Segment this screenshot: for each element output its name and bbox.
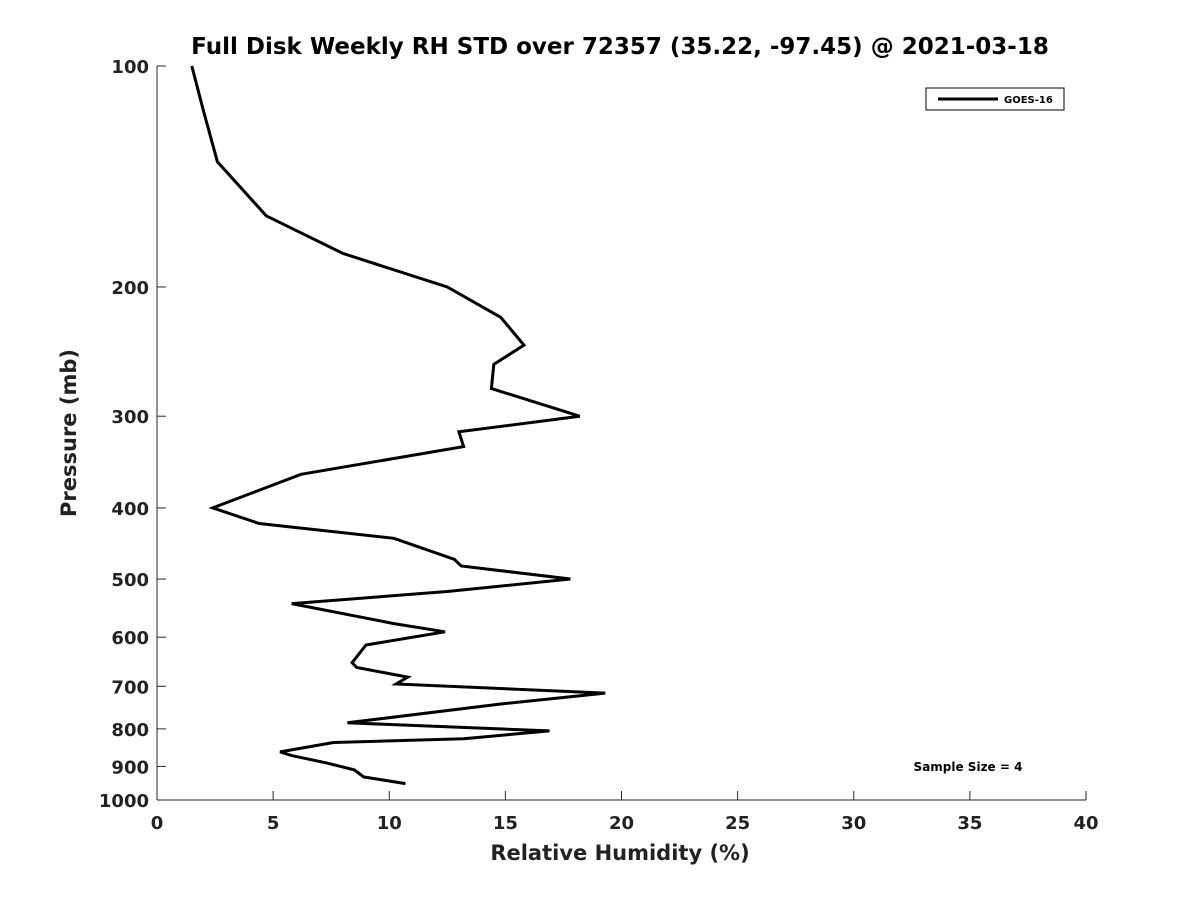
x-tick-label: 0 bbox=[151, 813, 164, 834]
y-tick-label: 800 bbox=[111, 720, 149, 741]
y-tick-label: 400 bbox=[111, 499, 149, 520]
y-tick-label: 500 bbox=[111, 570, 149, 591]
x-tick-label: 10 bbox=[377, 813, 402, 834]
y-tick-label: 200 bbox=[111, 278, 149, 299]
sample-size-annotation: Sample Size = 4 bbox=[914, 760, 1023, 774]
plot-area bbox=[156, 66, 1086, 801]
series-line-goes16 bbox=[190, 65, 606, 786]
y-tick-label: 100 bbox=[111, 57, 149, 78]
x-tick-label: 20 bbox=[609, 813, 634, 834]
legend-entry-goes16: GOES-16 bbox=[1004, 95, 1053, 106]
y-tick-label: 600 bbox=[111, 628, 149, 649]
y-axis-ticks: 100 200 300 400 500 600 700 800 900 1000 bbox=[99, 57, 166, 812]
y-tick-label: 700 bbox=[111, 677, 149, 698]
chart-title: Full Disk Weekly RH STD over 72357 (35.2… bbox=[191, 34, 1049, 60]
y-tick-label: 300 bbox=[111, 407, 149, 428]
legend: GOES-16 bbox=[925, 87, 1065, 111]
y-tick-label: 1000 bbox=[99, 791, 149, 812]
x-axis-ticks: 0 5 10 15 20 25 30 35 40 bbox=[151, 791, 1099, 834]
x-tick-label: 35 bbox=[957, 813, 982, 834]
y-axis-label: Pressure (mb) bbox=[57, 349, 81, 517]
x-tick-label: 5 bbox=[267, 813, 280, 834]
x-tick-label: 25 bbox=[725, 813, 750, 834]
x-tick-label: 15 bbox=[493, 813, 518, 834]
y-tick-label: 900 bbox=[111, 757, 149, 778]
x-axis-label: Relative Humidity (%) bbox=[490, 841, 749, 865]
x-tick-label: 30 bbox=[841, 813, 866, 834]
x-tick-label: 40 bbox=[1073, 813, 1098, 834]
